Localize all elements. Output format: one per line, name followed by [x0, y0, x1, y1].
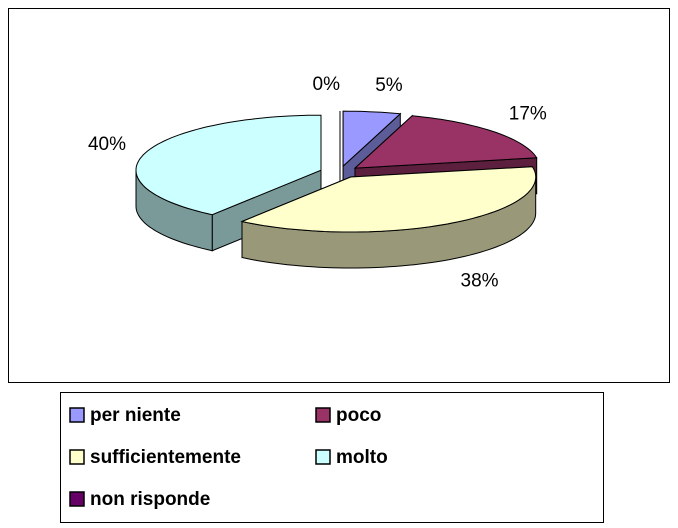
slice [240, 166, 537, 233]
legend-label: per niente [90, 405, 181, 426]
legend-swatch [69, 449, 85, 465]
legend-label: sufficientemente [90, 447, 241, 468]
data-label: 40% [88, 134, 126, 155]
data-label: 5% [375, 75, 403, 96]
legend-swatch [315, 449, 331, 465]
legend-swatch [315, 407, 331, 423]
legend-swatch [69, 407, 85, 423]
legend-label: molto [336, 447, 388, 468]
legend-label: non risponde [90, 489, 210, 510]
slice [342, 110, 402, 168]
legend-frame [60, 392, 604, 523]
legend-swatch [69, 491, 85, 507]
slice [353, 115, 538, 169]
data-label: 17% [509, 104, 547, 125]
legend-label: poco [336, 405, 381, 426]
data-label: 38% [461, 270, 499, 291]
data-label: 0% [313, 74, 341, 95]
slice [135, 114, 322, 216]
